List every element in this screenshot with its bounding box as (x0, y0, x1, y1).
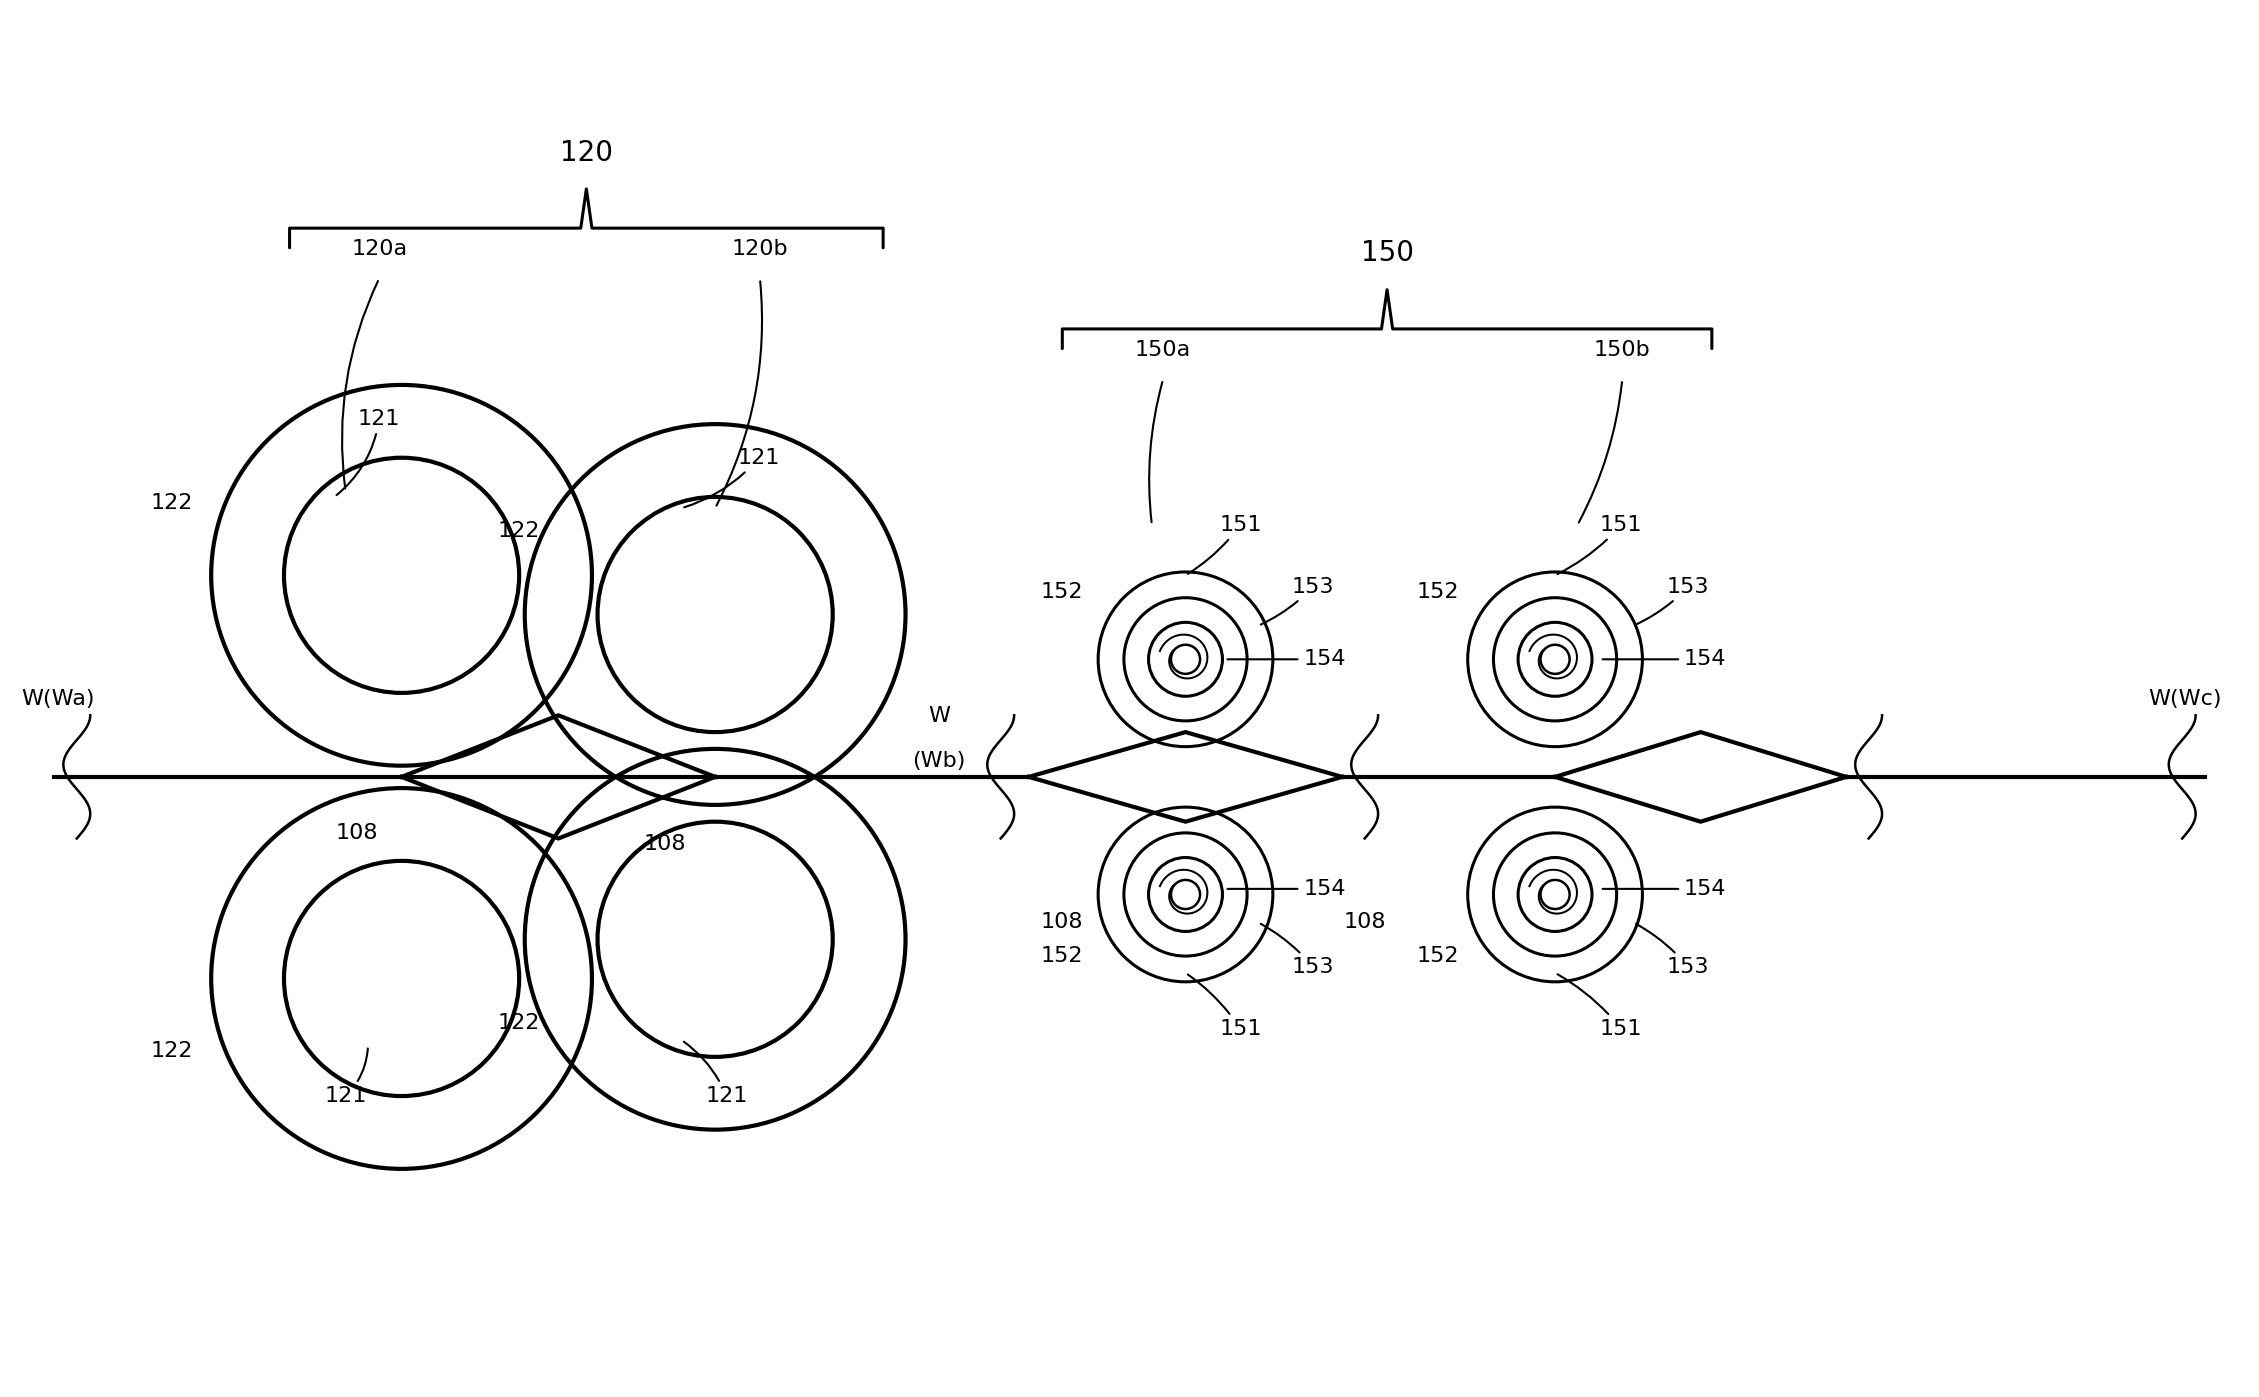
Text: 152: 152 (1041, 583, 1084, 602)
Text: 151: 151 (1188, 515, 1261, 574)
Text: 121: 121 (684, 447, 779, 507)
Text: 122: 122 (497, 521, 540, 541)
Text: W: W (928, 707, 951, 726)
Text: 108: 108 (644, 834, 687, 854)
Text: 152: 152 (1416, 946, 1459, 967)
Text: 120a: 120a (350, 239, 407, 260)
Text: 150b: 150b (1595, 339, 1651, 360)
Text: 108: 108 (337, 823, 377, 842)
Text: W(Wa): W(Wa) (20, 689, 95, 708)
Text: 121: 121 (337, 408, 400, 495)
Text: 154: 154 (1602, 650, 1726, 669)
Text: 152: 152 (1041, 946, 1084, 967)
Text: 122: 122 (151, 493, 194, 513)
Text: 151: 151 (1188, 975, 1261, 1039)
Text: 153: 153 (1636, 577, 1710, 624)
Text: 122: 122 (151, 1041, 194, 1062)
Text: W(Wc): W(Wc) (2148, 689, 2223, 708)
Text: 154: 154 (1227, 650, 1346, 669)
Text: 120b: 120b (732, 239, 788, 260)
Text: 153: 153 (1261, 577, 1335, 624)
Text: 108: 108 (1041, 912, 1084, 932)
Text: 152: 152 (1416, 583, 1459, 602)
Text: 151: 151 (1556, 515, 1642, 574)
Text: 108: 108 (1344, 912, 1387, 932)
Text: 121: 121 (684, 1042, 748, 1106)
Text: 150: 150 (1360, 239, 1414, 267)
Text: 150a: 150a (1134, 339, 1190, 360)
Text: 154: 154 (1227, 879, 1346, 898)
Text: 120: 120 (560, 138, 612, 166)
Text: 154: 154 (1602, 879, 1726, 898)
Text: (Wb): (Wb) (913, 752, 967, 771)
Text: 153: 153 (1261, 923, 1335, 978)
Text: 121: 121 (325, 1048, 368, 1106)
Text: 153: 153 (1636, 923, 1710, 978)
Text: 122: 122 (497, 1013, 540, 1034)
Text: 151: 151 (1556, 974, 1642, 1039)
